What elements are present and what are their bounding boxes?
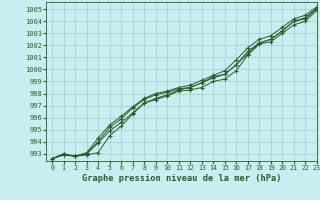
X-axis label: Graphe pression niveau de la mer (hPa): Graphe pression niveau de la mer (hPa) <box>82 174 281 183</box>
